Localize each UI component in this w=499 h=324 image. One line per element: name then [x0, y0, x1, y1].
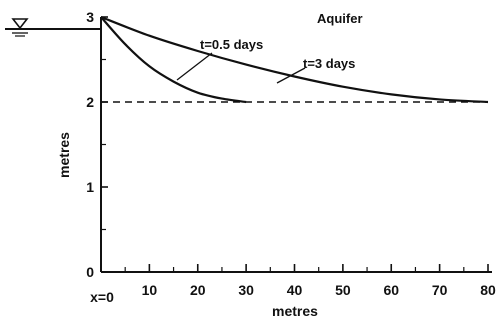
y-axis-label: metres	[56, 132, 72, 178]
x-tick-label: 40	[287, 282, 303, 298]
x-tick-label: 80	[480, 282, 496, 298]
chart-marks	[100, 15, 489, 104]
x-origin-label: x=0	[90, 289, 114, 305]
y-tick-label: 1	[86, 179, 94, 195]
x-axis-label: metres	[272, 303, 318, 319]
x-tick-label: 70	[432, 282, 448, 298]
ticks-group: 10 20 30 40 50 60 70 80 0 1 2 3	[86, 9, 496, 298]
series-2-line	[100, 15, 489, 104]
chart-title: Aquifer	[317, 11, 363, 26]
x-tick-label: 60	[383, 282, 399, 298]
y-tick-label: 3	[86, 9, 94, 25]
series-1-leader-line	[176, 52, 213, 81]
series-1-line	[100, 16, 247, 104]
series-2-leader-line	[276, 67, 306, 84]
series-2-label: t=3 days	[303, 56, 355, 71]
y-tick-label: 0	[86, 264, 94, 280]
x-tick-label: 30	[238, 282, 254, 298]
y-tick-label: 2	[86, 94, 94, 110]
water-level-icon	[5, 18, 102, 37]
x-tick-label: 10	[142, 282, 158, 298]
x-tick-label: 50	[335, 282, 351, 298]
x-tick-label: 20	[190, 282, 206, 298]
series-1-label: t=0.5 days	[200, 37, 263, 52]
